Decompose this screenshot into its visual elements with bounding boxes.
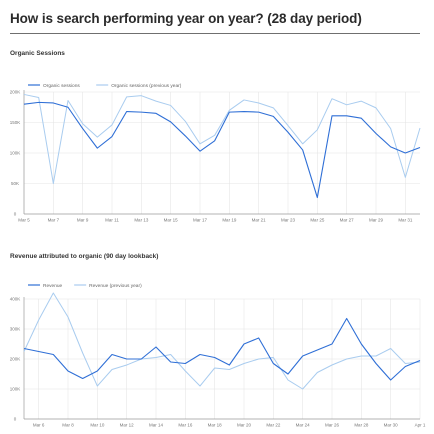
x-tick-label: Mar 23	[281, 218, 296, 223]
x-tick-label: Mar 13	[134, 218, 149, 223]
x-tick-label: Mar 18	[208, 423, 223, 428]
x-tick-label: Mar 14	[149, 423, 164, 428]
x-tick-label: Mar 7	[48, 218, 60, 223]
legend-label-1[interactable]: Revenue (previous year)	[89, 283, 142, 289]
x-tick-label: Mar 8	[62, 423, 74, 428]
x-tick-label: Mar 24	[296, 423, 311, 428]
series-line-previous-year[interactable]	[23, 292, 421, 390]
x-tick-label: Mar 10	[90, 423, 105, 428]
x-tick-label: Mar 21	[252, 218, 267, 223]
x-tick-label: Mar 9	[77, 218, 89, 223]
y-tick-label: 400K	[10, 297, 21, 302]
organic-revenue-panel: Revenue attributed to organic (90 day lo…	[0, 248, 434, 430]
x-tick-label: Mar 27	[340, 218, 355, 223]
x-tick-label: Mar 12	[120, 423, 135, 428]
x-tick-label: Mar 25	[310, 218, 325, 223]
page-title: How is search performing year on year? (…	[10, 11, 362, 26]
x-tick-label: Mar 26	[325, 423, 340, 428]
x-tick-label: Mar 5	[18, 218, 30, 223]
x-tick-label: Mar 17	[193, 218, 208, 223]
x-tick-label: Mar 19	[222, 218, 237, 223]
organic-sessions-chart: Organic sessions Organic sessions (previo…	[10, 83, 421, 223]
y-tick-label: 300K	[10, 327, 21, 332]
organic-sessions-panel: Organic Sessions Organic sessions Organic…	[0, 44, 434, 226]
y-tick-label: 100K	[10, 387, 21, 392]
series-line-previous-year[interactable]	[23, 93, 421, 184]
x-tick-label: Mar 28	[354, 423, 369, 428]
title-divider	[10, 33, 420, 34]
y-tick-label: 50K	[11, 181, 19, 186]
x-tick-label: Mar 30	[384, 423, 399, 428]
series-line-current[interactable]	[23, 317, 421, 381]
x-tick-label: Mar 11	[105, 218, 119, 223]
y-tick-label: 0	[14, 417, 17, 422]
y-tick-label: 150K	[10, 120, 21, 125]
legend-label-0[interactable]: Revenue	[43, 283, 63, 289]
x-tick-label: Mar 16	[178, 423, 193, 428]
y-tick-label: 100K	[10, 151, 21, 156]
x-tick-label: Mar 31	[398, 218, 413, 223]
y-tick-label: 0	[14, 212, 17, 217]
x-tick-label: Mar 20	[237, 423, 252, 428]
legend-label-0[interactable]: Organic sessions	[43, 83, 80, 89]
x-tick-label: Mar 22	[266, 423, 281, 428]
x-tick-label: Mar 15	[164, 218, 179, 223]
x-tick-label: Mar 6	[33, 423, 45, 428]
series-line-current[interactable]	[23, 101, 421, 199]
chart-title-organic-revenue: Revenue attributed to organic (90 day lo…	[10, 253, 159, 260]
x-tick-label: Apr 1	[415, 423, 426, 428]
chart-title-organic-sessions: Organic Sessions	[10, 50, 65, 57]
y-tick-label: 200K	[10, 357, 21, 362]
organic-revenue-chart: Revenue Revenue (previous year) 0 100K 200K 3…	[10, 283, 426, 428]
x-tick-label: Mar 29	[369, 218, 384, 223]
y-tick-label: 200K	[10, 90, 21, 95]
legend-label-1[interactable]: Organic sessions (previous year)	[111, 83, 182, 89]
